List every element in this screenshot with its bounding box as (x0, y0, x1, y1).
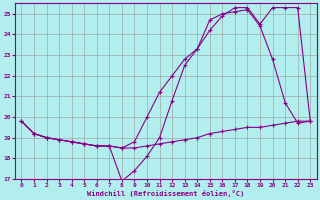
X-axis label: Windchill (Refroidissement éolien,°C): Windchill (Refroidissement éolien,°C) (87, 190, 244, 197)
